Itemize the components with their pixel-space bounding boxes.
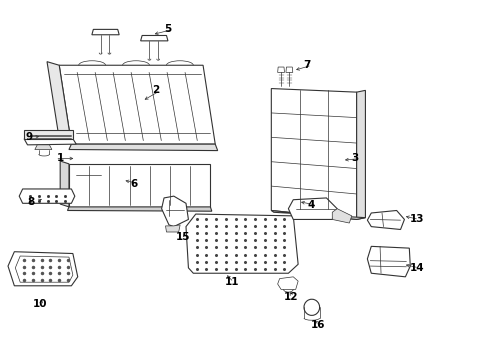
Text: 2: 2	[152, 85, 159, 95]
Polygon shape	[271, 211, 365, 220]
Polygon shape	[47, 62, 71, 144]
Text: 1: 1	[57, 153, 64, 163]
Polygon shape	[277, 67, 284, 72]
Polygon shape	[356, 90, 365, 220]
Text: 5: 5	[163, 24, 171, 35]
Polygon shape	[285, 67, 292, 72]
Text: 8: 8	[27, 197, 35, 207]
Polygon shape	[60, 161, 69, 207]
Polygon shape	[35, 145, 52, 149]
Polygon shape	[19, 189, 75, 203]
Polygon shape	[161, 196, 188, 226]
Polygon shape	[59, 65, 215, 144]
Polygon shape	[92, 30, 119, 35]
Polygon shape	[8, 252, 78, 286]
Polygon shape	[73, 176, 105, 184]
Text: 16: 16	[310, 320, 324, 330]
Text: 6: 6	[130, 179, 137, 189]
Polygon shape	[24, 139, 76, 145]
Text: 11: 11	[224, 277, 239, 287]
Polygon shape	[366, 211, 404, 229]
Polygon shape	[271, 89, 356, 220]
Polygon shape	[24, 130, 73, 139]
Text: 10: 10	[32, 299, 47, 309]
Text: 15: 15	[176, 232, 190, 242]
Text: 12: 12	[283, 292, 297, 302]
Text: 9: 9	[25, 132, 32, 142]
Text: 7: 7	[303, 60, 310, 70]
Polygon shape	[69, 164, 210, 207]
Polygon shape	[185, 214, 298, 273]
Polygon shape	[69, 144, 217, 150]
Polygon shape	[277, 277, 298, 289]
Text: 3: 3	[351, 153, 358, 163]
Polygon shape	[67, 207, 211, 211]
Polygon shape	[15, 256, 73, 282]
Polygon shape	[73, 171, 103, 176]
Text: 4: 4	[307, 200, 315, 210]
Text: 13: 13	[409, 215, 424, 224]
Polygon shape	[288, 198, 336, 220]
Polygon shape	[366, 246, 409, 277]
Polygon shape	[141, 36, 167, 41]
Text: 14: 14	[409, 263, 424, 273]
Polygon shape	[165, 225, 180, 232]
Polygon shape	[331, 209, 351, 223]
